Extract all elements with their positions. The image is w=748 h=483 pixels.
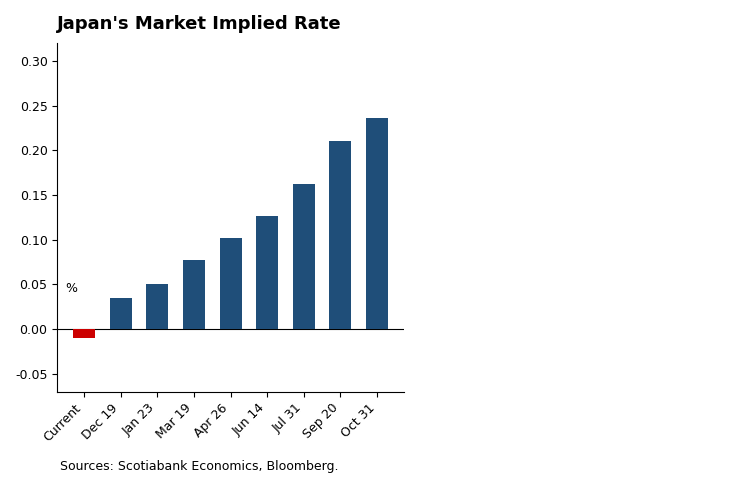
Text: %: % — [66, 282, 78, 295]
Bar — [329, 142, 352, 329]
Bar — [183, 260, 205, 329]
Bar — [220, 238, 242, 329]
Text: Japan's Market Implied Rate: Japan's Market Implied Rate — [58, 15, 342, 33]
Bar — [73, 329, 95, 338]
Bar — [257, 215, 278, 329]
Text: Sources: Scotiabank Economics, Bloomberg.: Sources: Scotiabank Economics, Bloomberg… — [60, 460, 338, 473]
Bar — [366, 118, 388, 329]
Bar — [293, 184, 315, 329]
Bar — [147, 284, 168, 329]
Bar — [110, 298, 132, 329]
